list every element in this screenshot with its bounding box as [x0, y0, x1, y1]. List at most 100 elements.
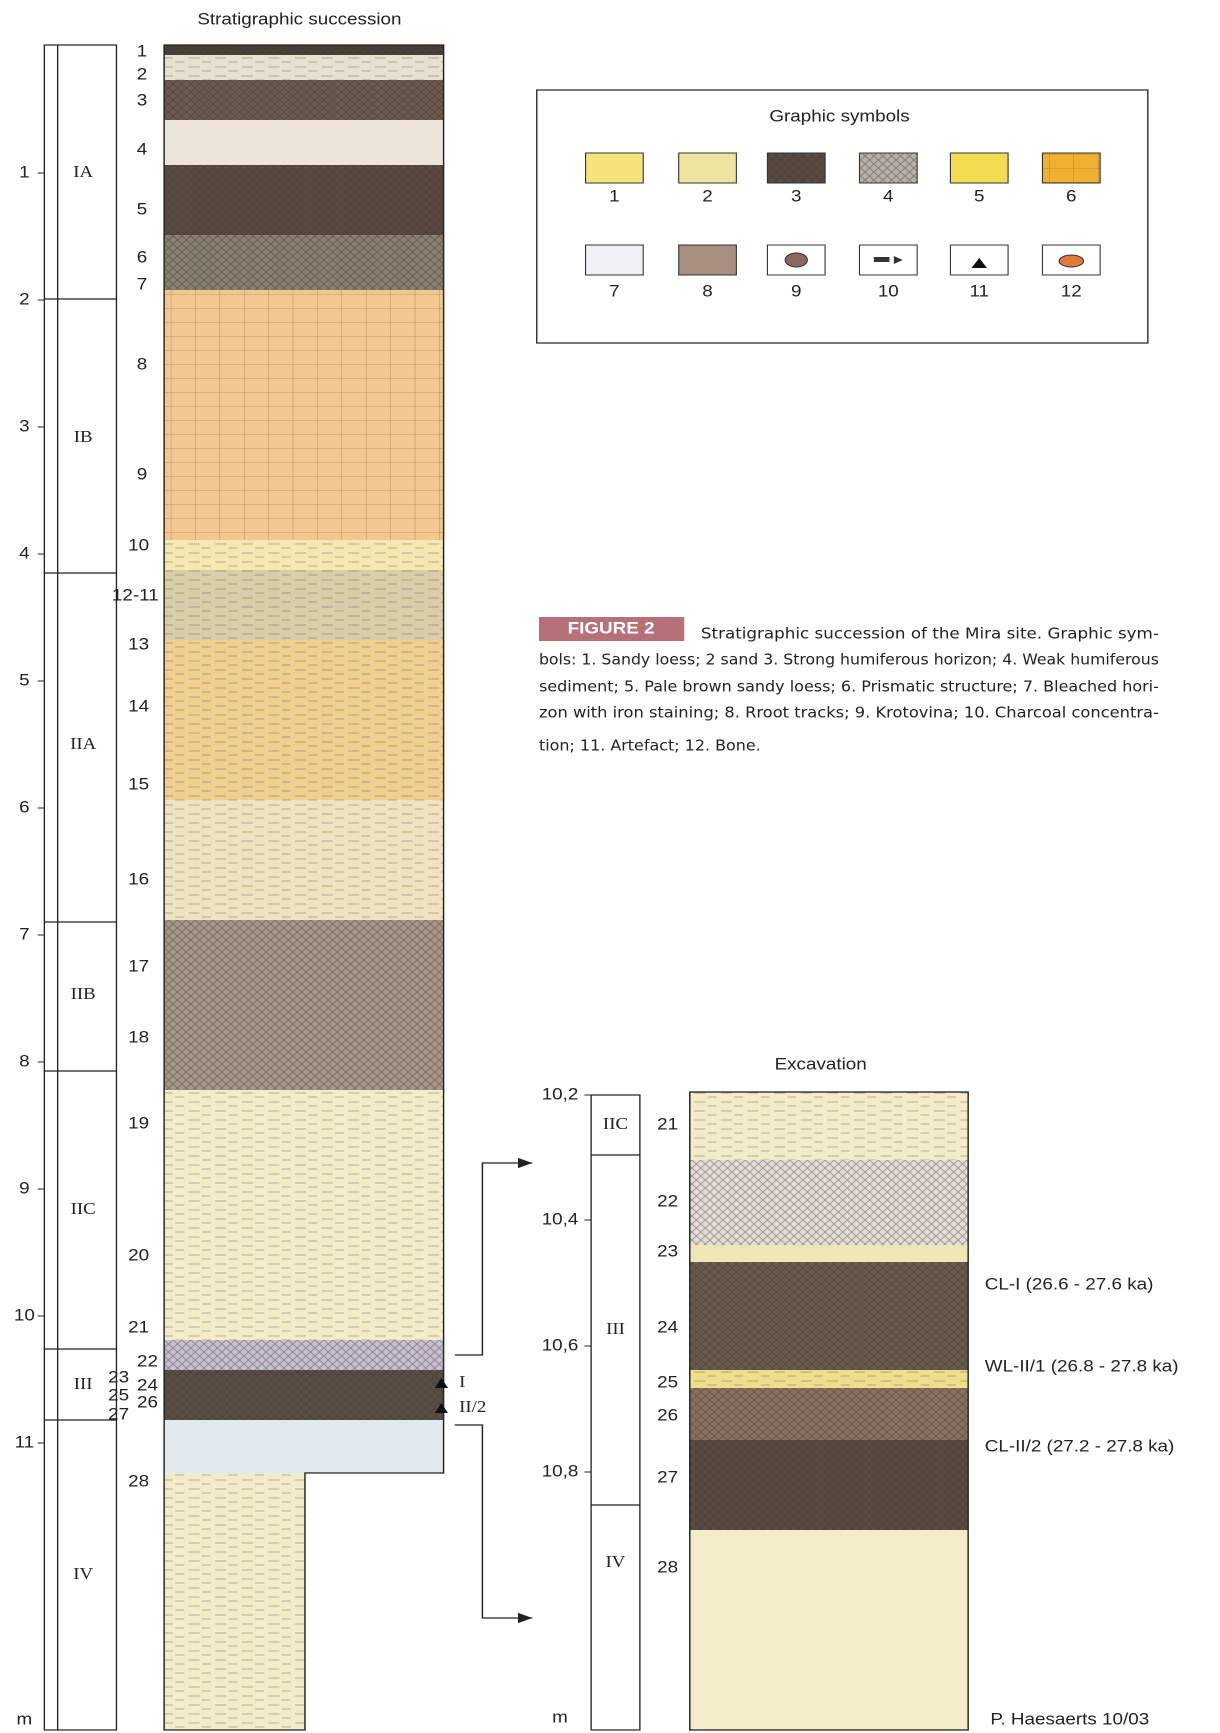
unit-label: IIC: [71, 1199, 96, 1218]
layer-number: 17: [128, 956, 149, 975]
pattern: [164, 640, 443, 800]
arrow: [455, 1425, 533, 1618]
pattern: [164, 1473, 305, 1730]
depth-label: m: [17, 1709, 33, 1728]
layer-number: 25: [108, 1385, 129, 1404]
layer-number: 28: [657, 1557, 678, 1576]
legend-number: 10: [878, 281, 899, 300]
depth-label: 11: [15, 1432, 35, 1451]
band: [690, 1245, 968, 1262]
unit-label: IIB: [71, 984, 96, 1003]
layer-number: 6: [137, 247, 148, 266]
pattern: [164, 1370, 443, 1420]
caption-line: Stratigraphic succession of the Mira sit…: [701, 624, 1159, 642]
content: Stratigraphic succession1234567891011mIA…: [14, 9, 1179, 1730]
legend-number: 3: [791, 186, 802, 205]
pattern: [164, 290, 443, 540]
marker: II/2: [459, 1397, 486, 1416]
depth-label: 1: [19, 162, 30, 181]
legend-number: 2: [702, 186, 713, 205]
arrow: [455, 1163, 533, 1355]
layer-number: 22: [137, 1351, 158, 1370]
legend-number: 8: [702, 281, 713, 300]
pattern: [859, 153, 917, 183]
unit-label: III: [74, 1374, 93, 1393]
pattern: [690, 1388, 968, 1440]
depth-label: 10: [14, 1305, 35, 1324]
pattern: [164, 235, 443, 290]
layer-number: 3: [137, 90, 148, 109]
legend-number: 4: [883, 186, 894, 205]
depth-label: 6: [19, 797, 30, 816]
layer-number: 26: [657, 1405, 678, 1424]
pattern: [164, 165, 443, 235]
depth-label: 2: [19, 289, 30, 308]
unit-label: IA: [73, 162, 93, 181]
depth-label: 4: [19, 543, 30, 562]
symbol-mark: [785, 253, 807, 267]
depth-label: 3: [19, 416, 30, 435]
depth-label: 8: [19, 1051, 30, 1070]
layer-number: 5: [137, 199, 148, 218]
layer-number: 21: [128, 1317, 149, 1336]
marker: I: [459, 1372, 465, 1391]
legend-number: 11: [969, 281, 989, 300]
unit-column: [44, 45, 116, 1730]
legend-box: [537, 90, 1148, 343]
legend-number: 9: [791, 281, 802, 300]
legend-symbol: [679, 153, 737, 183]
pattern: [164, 80, 443, 120]
layer-number: 23: [108, 1367, 129, 1386]
annotation: CL-II/2 (27.2 - 27.8 ka): [985, 1436, 1175, 1455]
legend-symbol: [950, 153, 1008, 183]
legend-number: 7: [609, 281, 620, 300]
unit-label: III: [606, 1319, 625, 1338]
symbol-mark: [1059, 255, 1083, 267]
excavation-title: Excavation: [775, 1054, 867, 1073]
layer-number: 19: [128, 1113, 149, 1132]
pattern: [690, 1160, 968, 1245]
depth-label: 10,4: [542, 1209, 579, 1228]
layer-number: 25: [657, 1372, 678, 1391]
pattern: [164, 570, 443, 640]
figure: Stratigraphic succession1234567891011mIA…: [0, 0, 1220, 1733]
depth-label: 7: [19, 924, 30, 943]
credit: P. Haesaerts 10/03: [990, 1709, 1149, 1728]
legend-symbol: [586, 245, 644, 275]
pattern: [690, 1440, 968, 1530]
layer-number: 27: [657, 1467, 678, 1486]
layer-number: 4: [137, 139, 148, 158]
band: [690, 1530, 968, 1730]
title: Stratigraphic succession: [197, 9, 401, 28]
excavation-units: [591, 1095, 640, 1730]
layer-number: 13: [128, 634, 149, 653]
caption-label: FIGURE 2: [568, 618, 655, 637]
layer-number: 24: [657, 1317, 678, 1336]
unit-label: IB: [74, 427, 93, 446]
caption-line: sediment; 5. Pale brown sandy loess; 6. …: [539, 677, 1159, 695]
legend-number: 1: [609, 186, 620, 205]
layer-number: 1: [137, 41, 148, 60]
layer-number: 20: [128, 1245, 149, 1264]
pattern: [164, 1090, 443, 1340]
layer-number: 8: [137, 354, 148, 373]
layer-number: 12-11: [112, 585, 159, 604]
annotation: WL-II/1 (26.8 - 27.8 ka): [985, 1356, 1179, 1375]
pattern: [1042, 153, 1100, 183]
depth-label: 5: [19, 670, 30, 689]
layer-number: 2: [137, 64, 148, 83]
layer-number: 15: [128, 774, 149, 793]
layer-number: 26: [137, 1392, 158, 1411]
unit-label: IV: [606, 1552, 626, 1571]
layer-number: 23: [657, 1241, 678, 1260]
depth-label: 9: [19, 1178, 30, 1197]
pattern: [164, 540, 443, 570]
layer-number: 21: [657, 1114, 678, 1133]
layer-number: 16: [128, 869, 149, 888]
pattern: [164, 920, 443, 1090]
annotation: CL-I (26.6 - 27.6 ka): [985, 1274, 1154, 1293]
unit-label: IIA: [70, 734, 96, 753]
pattern: [164, 45, 443, 55]
legend-symbol: [679, 245, 737, 275]
pattern: [164, 800, 443, 920]
